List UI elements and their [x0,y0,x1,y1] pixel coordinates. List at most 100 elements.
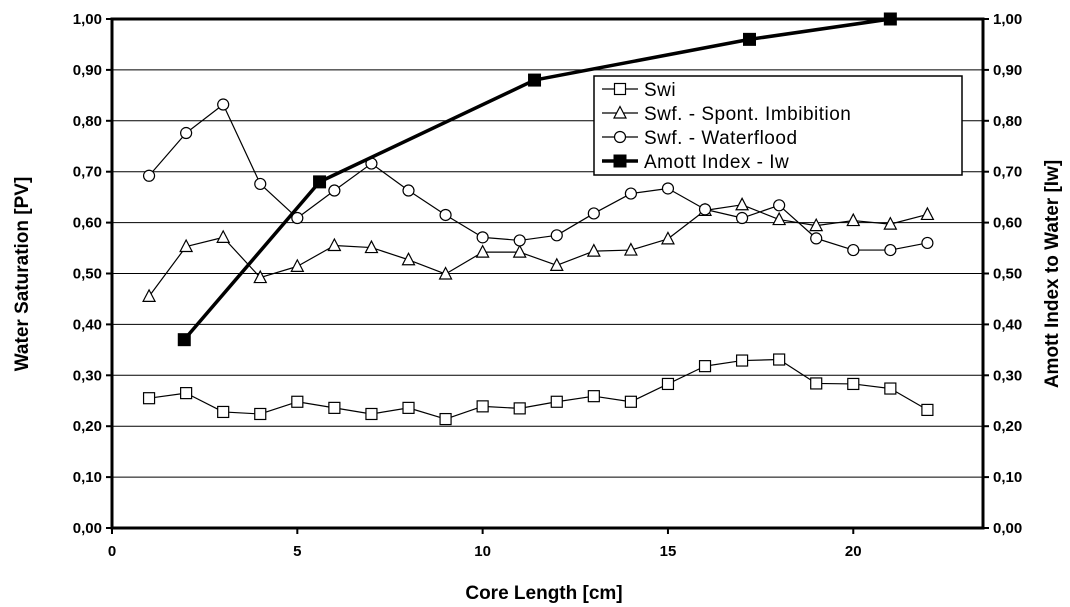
data-point [402,401,415,414]
series-3 [142,98,934,257]
x-tick-label: 15 [660,543,677,560]
y2-tick-label: 0,50 [993,266,1022,283]
data-point [624,395,637,408]
y-tick-label: 0,30 [73,367,102,384]
data-point [512,244,527,258]
y-tick-label: 0,60 [73,215,102,232]
data-point [921,236,934,250]
data-point [513,402,526,415]
data-point [742,32,756,46]
y2-tick-label: 0,40 [993,316,1022,333]
series-2 [142,196,935,303]
legend-label: Amott Index - Iw [644,152,789,173]
data-point [439,412,452,426]
data-point [528,73,542,87]
data-point [142,169,156,182]
data-point [291,211,304,225]
legend-label: Swf. - Waterflood [644,128,798,149]
series-1 [142,353,934,426]
data-point [254,177,267,191]
data-point [216,229,231,243]
data-point [476,400,489,413]
data-point [810,232,823,245]
data-point [735,196,750,211]
data-point [328,401,341,414]
data-point [623,242,638,256]
y2-tick-label: 0,70 [993,164,1022,181]
data-point [253,269,268,284]
legend-marker [613,105,627,119]
data-point [661,377,675,391]
data-point [290,258,305,272]
data-point [550,229,563,242]
data-point [772,211,787,226]
y-tick-label: 0,20 [73,418,102,435]
y2-tick-label: 0,20 [993,418,1022,435]
data-point [586,243,601,257]
data-point [883,216,898,230]
data-point [920,206,935,221]
data-point [142,288,157,303]
data-point [587,207,600,220]
series-line [182,17,891,341]
data-point [476,231,489,244]
y-axis-title: Water Saturation [PV] [12,177,33,372]
legend-marker [613,130,627,144]
data-point [438,266,453,280]
data-point [698,360,712,373]
data-point [884,243,897,257]
data-point [313,175,327,189]
data-point [773,199,786,212]
data-point [402,184,415,197]
data-point [217,98,230,111]
y-tick-label: 0,40 [73,316,102,333]
y-tick-label: 0,90 [73,62,102,79]
y2-tick-label: 0,30 [993,367,1022,384]
axes: 0,00 0,00 0,10 0,10 0,20 0,20 0,30 0,30 0,40 0,40… [73,11,1022,560]
data-point [847,377,860,391]
data-point [328,184,341,197]
data-point [180,126,193,140]
y2-tick-label: 0,00 [993,520,1022,537]
data-point [846,212,861,227]
legend-marker [613,154,627,168]
y2-tick-label: 0,80 [993,113,1022,130]
data-point [254,407,267,421]
y-tick-label: 0,70 [73,164,102,181]
data-point [921,403,934,417]
data-point [624,187,637,200]
y-tick-label: 0,80 [73,113,102,130]
series-line [148,358,928,420]
data-point [179,238,194,253]
series-layer [142,12,935,426]
data-point [291,395,304,408]
data-point [587,390,600,403]
legend-marker [613,82,627,96]
series-4 [177,12,897,347]
data-point [365,407,378,421]
x-tick-label: 20 [845,543,862,560]
data-point [660,231,675,245]
legend-box [593,75,963,176]
y-tick-label: 1,00 [73,11,102,28]
data-point [810,377,823,390]
data-point [773,353,786,366]
y2-tick-label: 0,90 [993,62,1022,79]
y-tick-label: 0,00 [73,520,102,537]
data-point [513,234,526,247]
y-tick-label: 0,10 [73,469,102,486]
data-point [217,405,230,419]
data-point [550,395,563,408]
legend-label: Swi [644,80,676,101]
data-point [327,237,342,252]
x-tick-label: 0 [108,543,116,560]
data-point [549,257,564,271]
y2-tick-label: 0,60 [993,215,1022,232]
data-point [809,217,824,232]
data-point [177,333,191,347]
data-point [735,211,749,225]
data-point [884,382,897,395]
legend: Swi Swf. - Spont. Imbibition Swf. - Waterf… [593,75,963,176]
data-point [698,203,712,216]
